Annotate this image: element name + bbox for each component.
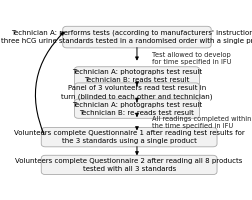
FancyBboxPatch shape — [75, 83, 200, 102]
Text: Technician A: photographs test result
Technician B: reads test result: Technician A: photographs test result Te… — [72, 69, 202, 83]
Text: All readings completed within
the time specified in IFU: All readings completed within the time s… — [152, 116, 251, 129]
FancyBboxPatch shape — [41, 155, 217, 175]
Text: Technician A: photographs test result
Technician B: re-reads test result: Technician A: photographs test result Te… — [72, 102, 202, 116]
Text: Test allowed to develop
for time specified in IFU: Test allowed to develop for time specifi… — [152, 52, 231, 65]
Text: Panel of 3 volunteers read test result in
turn (blinded to each other and techni: Panel of 3 volunteers read test result i… — [61, 85, 213, 100]
Text: Volunteers complete Questionnaire 2 after reading all 8 products
tested with all: Volunteers complete Questionnaire 2 afte… — [15, 158, 243, 172]
Text: Volunteers complete Questionnaire 1 after reading test results for
the 3 standar: Volunteers complete Questionnaire 1 afte… — [14, 130, 244, 144]
FancyBboxPatch shape — [63, 26, 211, 48]
FancyBboxPatch shape — [75, 67, 200, 86]
FancyArrowPatch shape — [36, 32, 64, 135]
Text: Technician A: performs tests (according to manufacturers' instructions);
three h: Technician A: performs tests (according … — [1, 30, 252, 44]
FancyBboxPatch shape — [41, 128, 217, 147]
FancyBboxPatch shape — [75, 99, 200, 118]
